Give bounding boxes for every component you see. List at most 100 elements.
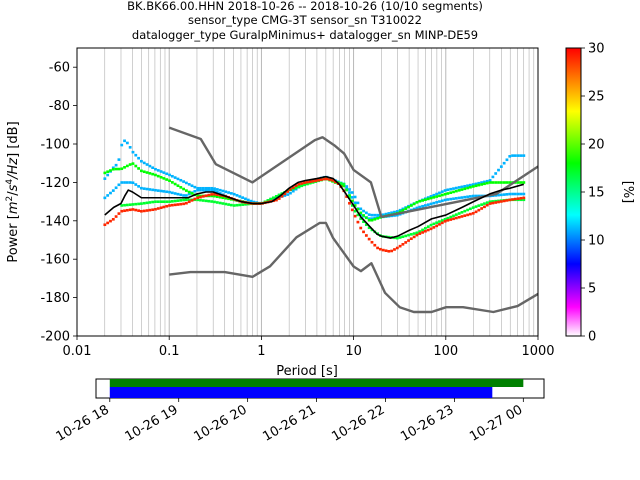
density-cell <box>438 223 441 226</box>
density-cell <box>440 193 444 197</box>
density-cell <box>505 193 509 196</box>
density-cell <box>516 197 520 200</box>
density-cell <box>286 193 290 196</box>
figure-title: BK.BK66.00.HHN 2018-10-26 -- 2018-10-26 … <box>127 0 483 42</box>
y-label-part: s <box>6 184 21 191</box>
density-cell <box>477 181 481 185</box>
y-label-part: /Hz <box>6 157 21 180</box>
density-cell <box>359 211 363 215</box>
y-label-part: 4 <box>5 179 15 185</box>
y-label-part: / <box>6 191 21 196</box>
density-cell <box>353 214 357 218</box>
density-cell <box>182 180 185 183</box>
density-cell <box>345 195 349 198</box>
density-cell <box>297 182 301 186</box>
density-cell <box>463 184 467 188</box>
density-cell <box>519 192 523 196</box>
density-cell <box>311 179 315 183</box>
density-cell <box>215 201 219 204</box>
density-cell <box>415 206 419 210</box>
density-cell <box>125 181 129 184</box>
density-cell <box>120 181 124 184</box>
density-cell <box>277 193 281 197</box>
density-cell <box>480 181 484 184</box>
density-cell <box>106 173 110 177</box>
density-cell <box>494 194 498 197</box>
density-cell <box>300 184 304 188</box>
density-cell <box>303 181 306 185</box>
density-cell <box>443 189 447 192</box>
density-cell <box>359 226 363 230</box>
density-cell <box>376 213 380 217</box>
density-cell <box>376 217 380 220</box>
density-cell <box>424 229 427 233</box>
density-cell <box>485 203 489 207</box>
density-cell <box>449 215 453 219</box>
density-cell <box>348 194 351 197</box>
density-cell <box>109 191 112 195</box>
density-cell <box>446 192 450 195</box>
density-cell <box>373 213 377 217</box>
density-cell <box>443 192 447 196</box>
density-cell <box>468 195 472 198</box>
density-cell <box>283 194 287 197</box>
mean-curve <box>104 175 524 239</box>
title-line-3: datalogger_type GuralpMinimus+ datalogge… <box>132 28 478 42</box>
density-cell <box>111 218 115 221</box>
x-axis-ticks: 0.01 0.1 1 10 100 1000 <box>63 336 555 359</box>
colorbar: 0 5 10 15 20 25 30 [%] <box>565 42 635 345</box>
density-cell <box>168 173 171 177</box>
density-cell <box>339 181 343 185</box>
density-cell <box>221 196 225 200</box>
density-cell <box>362 220 365 224</box>
density-cell <box>213 194 216 198</box>
density-cell <box>409 237 413 241</box>
density-cell <box>151 200 155 204</box>
density-cell <box>497 200 500 204</box>
density-cell <box>502 181 506 184</box>
density-cell <box>199 186 202 190</box>
density-cell <box>440 219 444 222</box>
density-cell <box>516 192 520 196</box>
density-cell <box>401 243 405 246</box>
density-cell <box>322 177 326 181</box>
density-cell <box>328 178 332 181</box>
density-cell <box>294 186 298 190</box>
density-cell <box>159 206 163 210</box>
density-cell <box>170 181 174 184</box>
density-cell <box>387 249 391 253</box>
density-cell <box>362 209 365 213</box>
ppsd-plot-area: 0.01 0.1 1 10 100 1000 -200 -180 -160 -140 -120 -1… <box>5 47 555 379</box>
density-cell <box>505 199 509 202</box>
density-cell <box>269 197 273 201</box>
colorbar-tick-label: 5 <box>588 282 596 297</box>
density-cell <box>511 198 514 201</box>
density-cell <box>238 195 242 198</box>
density-cell <box>463 187 467 191</box>
density-cell <box>111 167 115 171</box>
density-cell <box>128 181 132 184</box>
density-cell <box>519 198 523 202</box>
density-cell <box>170 174 174 178</box>
density-cell <box>131 203 135 206</box>
density-cell <box>502 161 506 165</box>
density-cell <box>466 186 469 190</box>
density-cell <box>499 181 503 184</box>
density-cell <box>502 193 506 196</box>
density-cell <box>494 199 498 203</box>
density-cell <box>123 203 126 207</box>
density-cell <box>140 159 143 163</box>
density-cell <box>173 199 177 203</box>
colorbar-tick-label: 0 <box>588 330 596 345</box>
density-cell <box>353 209 357 213</box>
density-cell <box>294 187 298 191</box>
coverage-tick-label: 10-26 23 <box>398 402 456 444</box>
density-cell <box>367 218 371 222</box>
density-cell <box>440 190 444 193</box>
density-cell <box>317 178 320 182</box>
density-cell <box>179 202 183 206</box>
density-cell <box>109 219 112 223</box>
density-cell <box>364 216 368 220</box>
density-cell <box>218 195 222 199</box>
y-tick-label: -100 <box>40 138 70 153</box>
